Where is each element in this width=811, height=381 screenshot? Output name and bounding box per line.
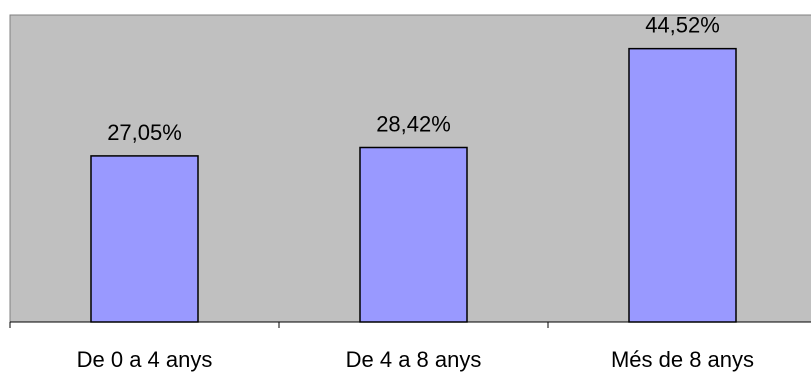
bar-2 xyxy=(359,146,468,323)
data-label-1: 27,05% xyxy=(107,120,182,145)
data-label-3: 44,52% xyxy=(645,13,720,38)
bar-3 xyxy=(628,47,737,323)
data-labels: 27,05% 28,42% 44,52% xyxy=(107,13,720,145)
x-tick-label-3: Més de 8 anys xyxy=(611,347,754,372)
x-axis xyxy=(9,321,811,328)
x-tick-label-1: De 0 a 4 anys xyxy=(77,347,213,372)
bar-1 xyxy=(90,155,199,323)
x-tick-labels: De 0 a 4 anys De 4 a 8 anys Més de 8 anys xyxy=(77,347,754,372)
x-tick-label-2: De 4 a 8 anys xyxy=(346,347,482,372)
data-label-2: 28,42% xyxy=(376,112,451,137)
